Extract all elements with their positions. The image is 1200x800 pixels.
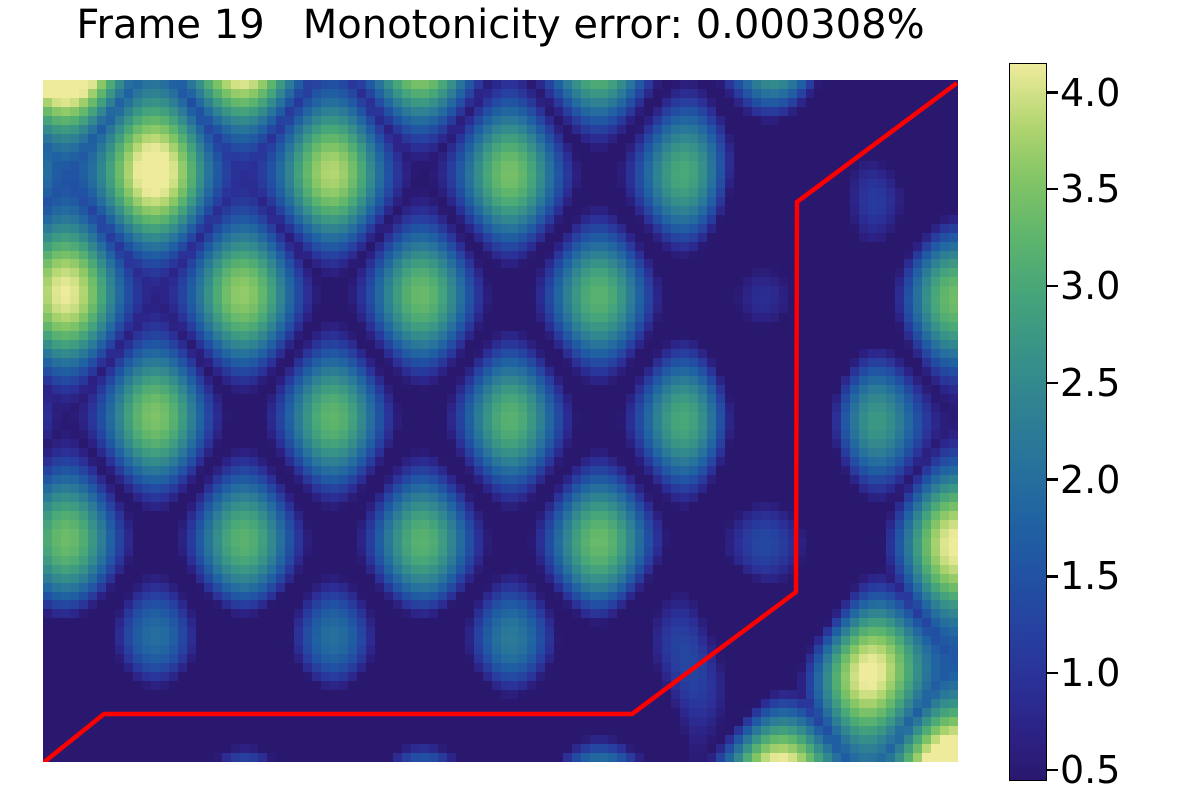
colorbar-tick (1047, 478, 1058, 481)
colorbar-tick-label: 0.5 (1060, 748, 1121, 792)
colorbar-gradient (1009, 63, 1047, 781)
colorbar-tick-label: 1.0 (1060, 651, 1121, 696)
colorbar-tick (1047, 575, 1058, 578)
colorbar-tick (1047, 91, 1058, 94)
alignment-path (43, 81, 958, 762)
colorbar-tick-label: 1.5 (1060, 554, 1121, 599)
colorbar-tick (1047, 188, 1058, 191)
chart-title: Frame 19 Monotonicity error: 0.000308% (76, 2, 925, 48)
heatmap-plot (43, 80, 958, 762)
colorbar-tick-label: 3.5 (1060, 167, 1121, 212)
colorbar-tick-label: 2.0 (1060, 457, 1121, 502)
colorbar-tick (1047, 672, 1058, 675)
colorbar-tick (1047, 768, 1058, 772)
colorbar-tick-label: 2.5 (1060, 360, 1121, 405)
colorbar-tick (1047, 284, 1058, 288)
colorbar-tick-label: 3.0 (1060, 264, 1121, 309)
colorbar-tick (1047, 381, 1058, 385)
colorbar-tick-label: 4.0 (1060, 70, 1121, 115)
alignment-path-line (43, 81, 958, 762)
